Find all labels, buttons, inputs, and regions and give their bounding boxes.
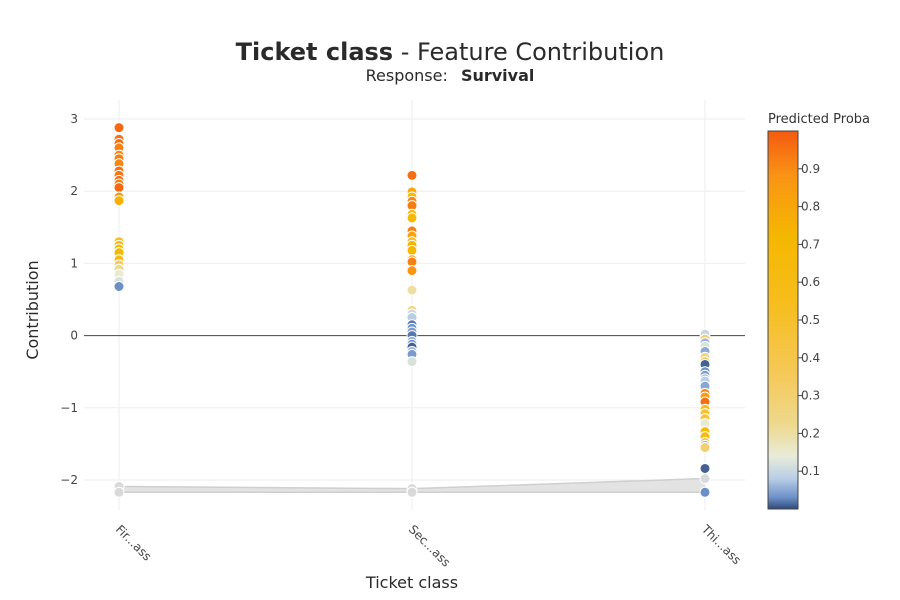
colorbar-title: Predicted Proba: [768, 112, 870, 127]
y-axis-title: Contribution: [23, 260, 42, 359]
chart-subtitle: Response: Survival: [366, 66, 535, 85]
y-tick-label: −1: [60, 401, 78, 415]
x-tick-label: Thi...ass: [698, 522, 744, 568]
data-point: [699, 486, 711, 498]
data-point: [406, 244, 418, 256]
data-point: [113, 195, 125, 207]
points-layer: [113, 122, 711, 498]
chart-subtitle-prefix: Response:: [366, 66, 453, 85]
colorbar-tick-label: 0.6: [801, 275, 820, 289]
y-tick-label: 2: [70, 184, 78, 198]
y-tick-label: −2: [60, 473, 78, 487]
grid-layer: [84, 100, 745, 510]
data-point: [113, 122, 125, 134]
data-point: [113, 281, 125, 293]
data-point: [406, 284, 418, 296]
chart-subtitle-bold: Survival: [461, 66, 534, 85]
data-point: [113, 182, 125, 194]
y-tick-label: 3: [70, 112, 78, 126]
y-tick-labels: 3 2 1 0 −1 −2: [60, 112, 78, 487]
data-point: [406, 265, 418, 277]
x-axis-title: Ticket class: [365, 573, 458, 592]
colorbar-tick-label: 0.4: [801, 351, 820, 365]
chart-title-rest: - Feature Contribution: [393, 38, 664, 66]
colorbar-tick-label: 0.3: [801, 389, 820, 403]
colorbar-tick-label: 0.1: [801, 464, 820, 478]
confidence-band: [119, 478, 705, 493]
data-point: [699, 473, 711, 485]
x-tick-label: Sec...ass: [406, 522, 453, 569]
data-point: [406, 212, 418, 224]
y-tick-label: 0: [70, 329, 78, 343]
data-point: [406, 169, 418, 181]
x-tick-labels: Fir...ass Sec...ass Thi...ass: [113, 522, 744, 570]
colorbar-tick-label: 0.2: [801, 426, 820, 440]
chart-title: Ticket class - Feature Contribution: [236, 38, 665, 66]
colorbar-ticks: 0.1 0.2 0.3 0.4 0.5 0.6 0.7 0.8 0.9: [798, 162, 820, 478]
data-point: [406, 356, 418, 368]
chart-title-bold: Ticket class: [236, 38, 393, 66]
y-tick-label: 1: [70, 256, 78, 270]
data-point: [699, 462, 711, 474]
x-tick-label: Fir...ass: [113, 522, 154, 563]
data-point: [113, 486, 125, 498]
data-point: [699, 442, 711, 454]
data-point: [406, 486, 418, 498]
colorbar-tick-label: 0.9: [801, 162, 820, 176]
colorbar-tick-label: 0.5: [801, 313, 820, 327]
colorbar: [767, 130, 799, 510]
colorbar-tick-label: 0.7: [801, 237, 820, 251]
colorbar-tick-label: 0.8: [801, 200, 820, 214]
